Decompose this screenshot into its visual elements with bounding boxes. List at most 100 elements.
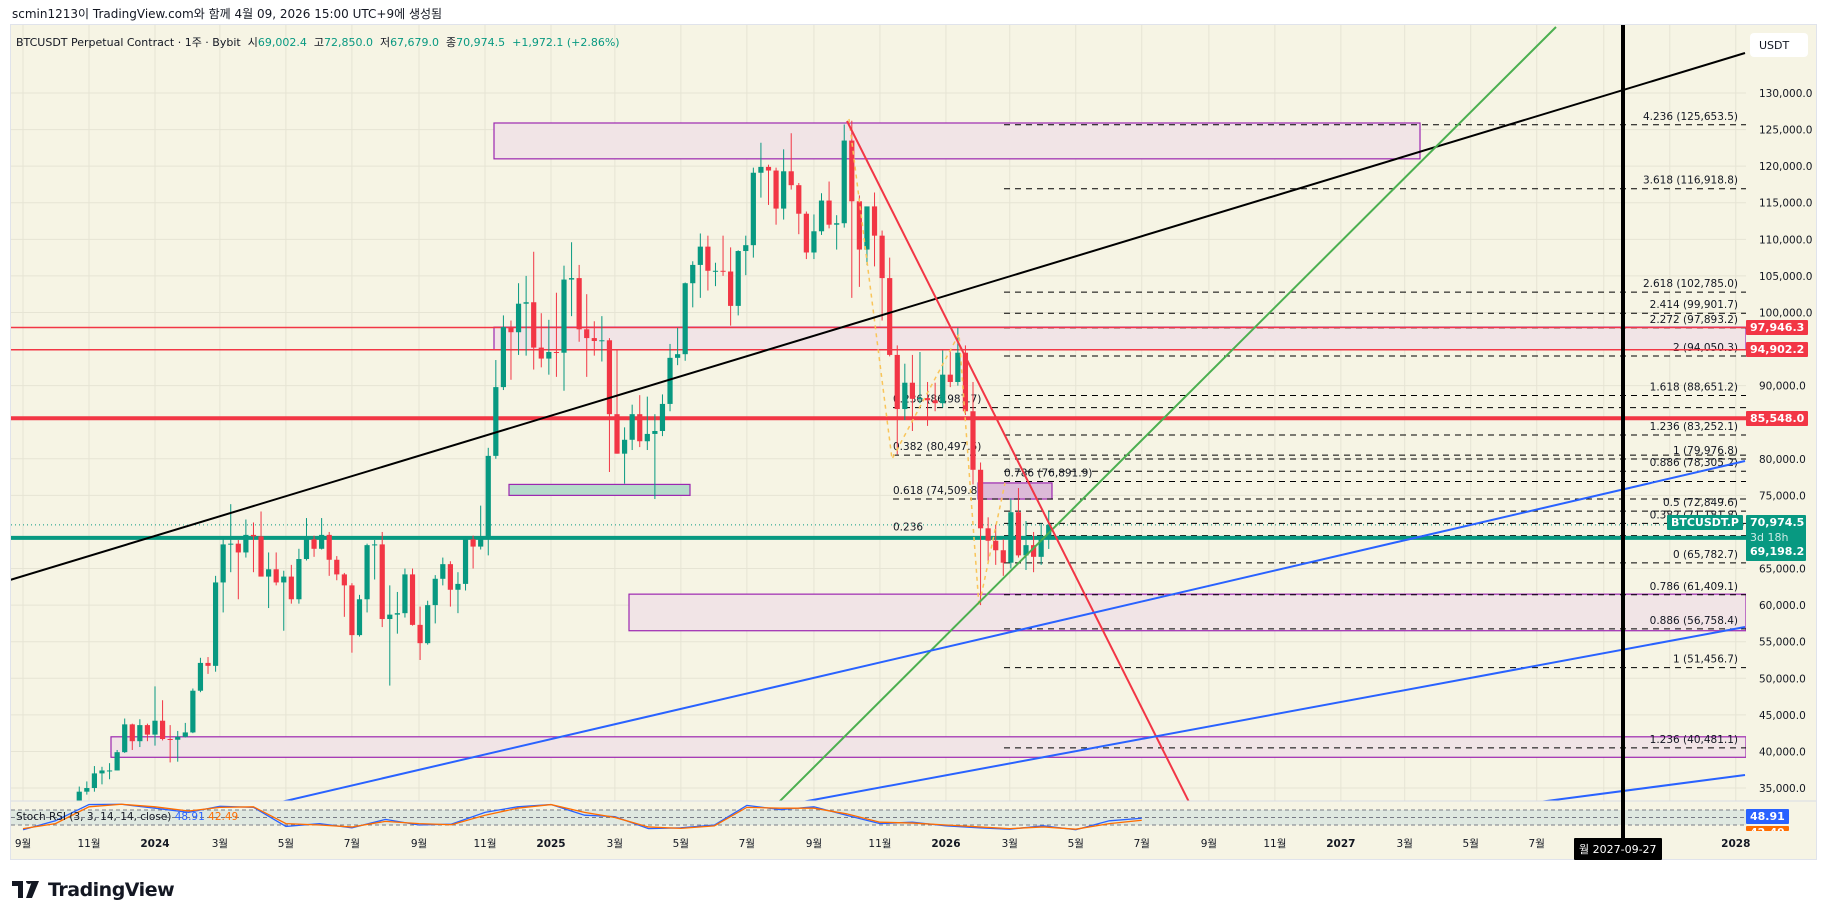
candle-body	[402, 574, 408, 614]
candle-body	[220, 544, 226, 583]
candle	[99, 766, 105, 785]
time-tick-label: 11월	[1263, 838, 1286, 850]
candle	[917, 351, 923, 404]
candle	[621, 427, 628, 484]
candle-body	[379, 544, 385, 620]
candle-body	[652, 430, 658, 434]
time-tick-label: 7월	[1134, 838, 1150, 850]
candle-body	[197, 662, 204, 691]
candle-body	[690, 264, 696, 284]
candle	[296, 548, 302, 604]
candle-body	[440, 564, 446, 579]
candle	[175, 730, 181, 762]
candle	[924, 381, 931, 426]
candle-body	[137, 725, 143, 742]
candle	[54, 835, 59, 845]
candle-body	[500, 327, 507, 388]
time-tick-label: 5월	[1463, 838, 1479, 850]
candle-body	[561, 279, 567, 353]
candle	[266, 552, 272, 609]
candle	[879, 230, 885, 321]
price-tick-label: 65,000.0	[1759, 564, 1806, 576]
plot-area: 4.236 (125,653.5) 3.618 (116,918.8) 2.618 …	[11, 25, 1746, 855]
candle-body	[864, 206, 870, 250]
open-label: 시	[247, 36, 258, 49]
candle-body	[728, 271, 734, 306]
candle-body	[84, 788, 90, 792]
candle-body	[364, 545, 370, 600]
time-tick-label: 11월	[473, 838, 496, 850]
candle	[788, 133, 794, 190]
candle	[417, 606, 423, 660]
candle-body	[478, 536, 484, 547]
candle-body	[834, 223, 840, 225]
candle-body	[144, 725, 151, 735]
candle-body	[205, 662, 211, 666]
candle-body	[303, 539, 310, 560]
candle-body	[1008, 512, 1014, 563]
candle-body	[924, 398, 931, 401]
candle-body	[311, 539, 317, 549]
candle	[1008, 498, 1014, 569]
candle	[76, 786, 82, 801]
candle-body	[538, 347, 544, 359]
candle	[1000, 539, 1006, 576]
currency-button[interactable]: USDT	[1750, 33, 1808, 57]
fib-level-label: 0.5 (72,849.6)	[1663, 497, 1738, 509]
candle	[614, 349, 620, 454]
candle	[349, 583, 355, 653]
tradingview-logo[interactable]: TradingView	[12, 879, 175, 901]
candle	[887, 257, 893, 357]
black-trendline	[11, 52, 1746, 581]
symbol-title[interactable]: BTCUSDT Perpetual Contract · 1주 · Bybit	[16, 36, 241, 49]
candle-body	[447, 564, 453, 590]
fib-level-label: 0.618 (74,509.8)	[893, 485, 981, 497]
candle	[743, 235, 749, 276]
candle	[856, 195, 862, 287]
candle	[114, 749, 120, 771]
candle-body	[970, 411, 976, 470]
candle	[197, 657, 204, 693]
candle	[796, 182, 802, 235]
fib-level-label: 1 (51,456.7)	[1673, 654, 1738, 666]
candle	[909, 354, 915, 431]
candle-body	[659, 403, 666, 431]
candle-body	[54, 840, 59, 841]
line-price: 69,198.2	[1750, 545, 1805, 558]
candle-body	[228, 543, 234, 545]
candle	[940, 350, 946, 408]
time-tick-label: 2026	[931, 838, 960, 850]
level-badge-94902: 94,902.2	[1746, 342, 1809, 357]
candle	[334, 556, 340, 581]
candle	[432, 575, 438, 624]
tradingview-logo-icon	[12, 881, 39, 898]
candle	[584, 294, 590, 377]
candle-body	[356, 599, 363, 636]
last-price-badge: 70,974.5 3d 18h 69,198.2	[1746, 515, 1806, 561]
level-badge-97946: 97,946.3	[1746, 320, 1809, 335]
candle-body	[940, 374, 946, 404]
candle-body	[750, 172, 756, 246]
candle-body	[705, 246, 711, 271]
price-zone	[493, 122, 1421, 160]
candle-body	[235, 543, 241, 553]
candle-body	[394, 613, 400, 615]
candle-body	[106, 770, 113, 772]
candle-body	[455, 583, 461, 590]
stoch-rsi-legend[interactable]: Stoch RSI (3, 3, 14, 14, close) 48.91 42…	[16, 811, 238, 823]
candle	[394, 591, 400, 634]
candle-body	[818, 200, 825, 232]
time-tick-label: 2028	[1721, 838, 1750, 850]
fib-level-label: 0.382 (80,497.5)	[893, 441, 981, 453]
price-chart[interactable]: 4.236 (125,653.5) 3.618 (116,918.8) 2.618 …	[11, 25, 1817, 860]
candle	[144, 723, 151, 742]
candle-body	[955, 352, 961, 382]
chart-panel[interactable]: 4.236 (125,653.5) 3.618 (116,918.8) 2.618 …	[10, 24, 1817, 860]
price-tick-label: 55,000.0	[1759, 637, 1806, 649]
candle-body	[614, 414, 620, 454]
candle	[841, 124, 847, 228]
price-tick-label: 40,000.0	[1759, 746, 1806, 758]
candle-body	[667, 357, 673, 404]
price-tick-label: 105,000.0	[1759, 271, 1812, 283]
candle-body	[31, 850, 36, 855]
